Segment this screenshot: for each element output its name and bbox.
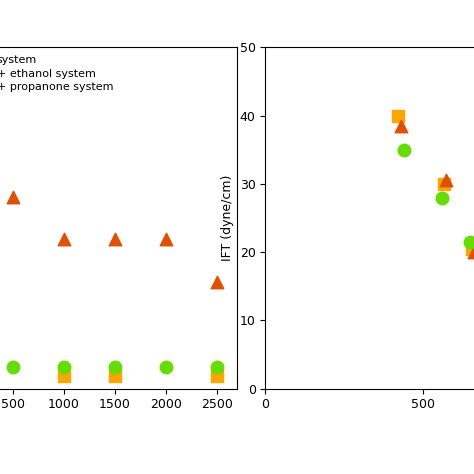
Point [9, 193, 17, 201]
Point [440, 180, 448, 188]
Point [466, 238, 474, 246]
Point [213, 278, 220, 286]
Point [60, 236, 68, 243]
Point [162, 364, 170, 371]
Point [394, 112, 402, 119]
Point [111, 236, 118, 243]
Point [111, 372, 118, 380]
Point [213, 372, 220, 380]
Point [111, 364, 118, 371]
Point [60, 364, 68, 371]
Point [442, 177, 449, 184]
Point [213, 364, 220, 371]
Point [469, 245, 474, 253]
Y-axis label: IFT (dyne/cm): IFT (dyne/cm) [221, 175, 234, 261]
Point [162, 236, 170, 243]
Point [9, 364, 17, 371]
Point [438, 194, 446, 201]
Point [470, 248, 474, 256]
Legend: system, + ethanol system, + propanone system: system, + ethanol system, + propanone sy… [0, 53, 115, 94]
Point [401, 146, 408, 154]
Point [398, 122, 405, 130]
Point [60, 372, 68, 380]
